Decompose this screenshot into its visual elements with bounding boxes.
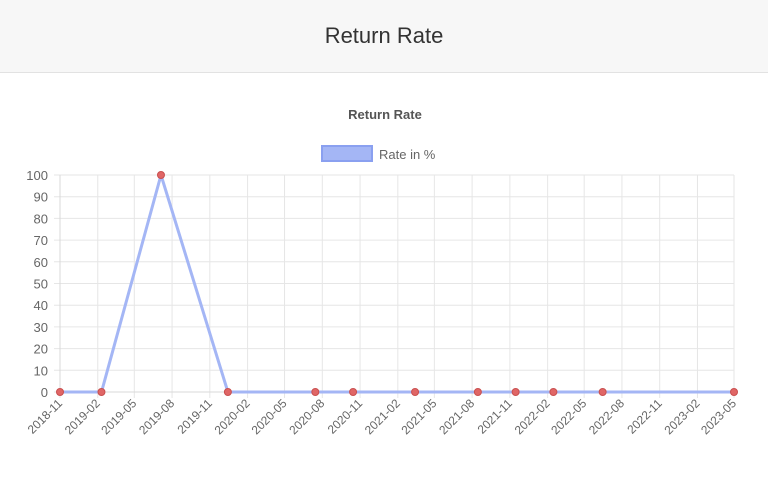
data-point — [511, 388, 520, 396]
x-tick-label: 2020-08 — [286, 396, 327, 437]
y-tick-label: 20 — [34, 342, 48, 357]
series-rate — [56, 171, 738, 396]
y-tick-label: 40 — [34, 298, 48, 313]
chart-container: Return Rate Rate in % 0 10 20 30 40 50 60 70 80 9… — [0, 74, 768, 477]
y-tick-label: 30 — [34, 320, 48, 335]
chart-title: Return Rate — [348, 107, 422, 122]
x-tick-label: 2022-02 — [512, 396, 553, 437]
x-tick-label: 2019-05 — [98, 396, 139, 437]
return-rate-chart: Return Rate Rate in % 0 10 20 30 40 50 60 70 80 9… — [25, 107, 740, 437]
legend-swatch — [321, 145, 373, 162]
x-tick-label: 2023-05 — [698, 396, 739, 437]
page-title: Return Rate — [324, 23, 444, 48]
x-tick-label: 2021-11 — [475, 396, 516, 437]
y-tick-label: 100 — [26, 168, 48, 183]
grid-lines — [54, 174, 735, 398]
y-tick-label: 90 — [34, 190, 48, 205]
x-tick-label: 2021-08 — [436, 396, 477, 437]
data-point — [97, 388, 106, 396]
data-point — [598, 388, 607, 396]
y-tick-label: 50 — [34, 277, 48, 292]
y-tick-label: 80 — [34, 211, 48, 226]
x-tick-label: 2020-02 — [212, 396, 253, 437]
x-tick-label: 2022-11 — [624, 396, 665, 437]
x-tick-label: 2021-05 — [398, 396, 439, 437]
data-point — [411, 388, 420, 396]
data-point — [223, 388, 232, 396]
data-point — [549, 388, 558, 396]
data-point — [473, 388, 482, 396]
y-tick-label: 0 — [41, 385, 48, 400]
x-tick-label: 2022-05 — [548, 396, 589, 437]
x-tick-label: 2019-02 — [62, 396, 103, 437]
y-tick-label: 70 — [34, 233, 48, 248]
data-point — [349, 388, 358, 396]
data-point — [730, 388, 738, 396]
x-tick-label: 2020-05 — [249, 396, 290, 437]
x-axis: 2018-112019-022019-052019-082019-112020-… — [25, 396, 740, 437]
series-line — [60, 173, 734, 394]
page-header: Return Rate — [0, 0, 768, 73]
data-point — [56, 388, 64, 396]
y-tick-label: 60 — [34, 255, 48, 270]
x-tick-label: 2019-08 — [136, 396, 177, 437]
x-tick-label: 2020-11 — [325, 396, 366, 437]
data-point — [311, 388, 320, 396]
x-tick-label: 2019-11 — [175, 396, 216, 437]
x-tick-label: 2022-08 — [586, 396, 627, 437]
legend[interactable]: Rate in % — [321, 145, 436, 162]
x-tick-label: 2018-11 — [25, 396, 66, 437]
x-tick-label: 2021-02 — [362, 396, 403, 437]
data-point — [156, 171, 165, 179]
legend-label: Rate in % — [379, 147, 436, 162]
y-axis: 0 10 20 30 40 50 60 70 80 90 100 — [26, 168, 48, 400]
x-tick-label: 2023-02 — [662, 396, 703, 437]
y-tick-label: 10 — [34, 363, 48, 378]
